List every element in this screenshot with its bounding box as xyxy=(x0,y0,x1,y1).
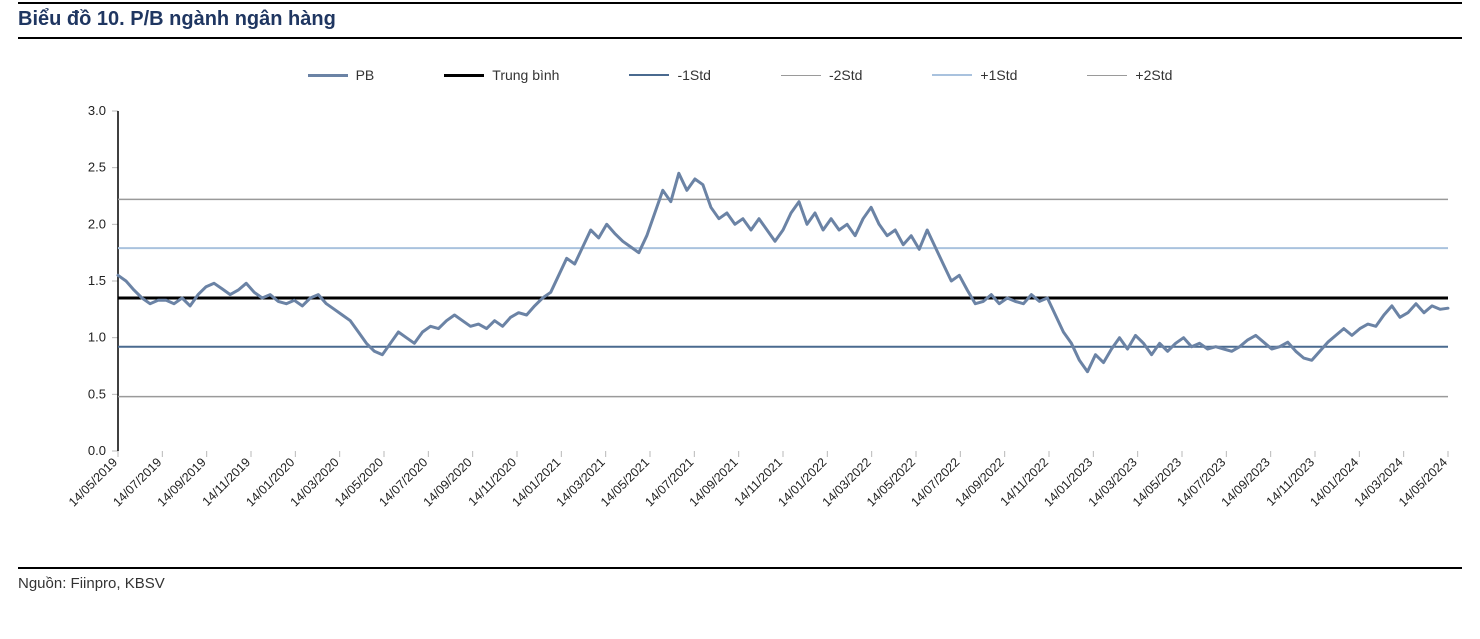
figure-container: Biểu đồ 10. P/B ngành ngân hàng PB Trung… xyxy=(0,2,1480,639)
svg-text:1.5: 1.5 xyxy=(88,273,106,288)
legend-item-p2: +2Std xyxy=(1087,67,1172,83)
chart-svg: 0.00.51.01.52.02.53.014/05/201914/07/201… xyxy=(18,101,1462,561)
legend-label-p1: +1Std xyxy=(980,67,1017,83)
legend-item-p1: +1Std xyxy=(932,67,1017,83)
legend-label-mean: Trung bình xyxy=(492,67,559,83)
legend-item-m1: -1Std xyxy=(629,67,710,83)
svg-text:0.5: 0.5 xyxy=(88,386,106,401)
legend-label-m1: -1Std xyxy=(677,67,710,83)
footer-bar: Nguồn: Fiinpro, KBSV xyxy=(18,567,1462,592)
svg-text:3.0: 3.0 xyxy=(88,103,106,118)
svg-text:2.5: 2.5 xyxy=(88,160,106,175)
chart-area: 0.00.51.01.52.02.53.014/05/201914/07/201… xyxy=(18,101,1462,561)
legend-item-pb: PB xyxy=(308,67,375,83)
legend-swatch-pb xyxy=(308,74,348,77)
source-label: Nguồn: Fiinpro, KBSV xyxy=(18,575,1462,592)
legend-label-m2: -2Std xyxy=(829,67,862,83)
svg-text:0.0: 0.0 xyxy=(88,443,106,458)
legend-label-pb: PB xyxy=(356,67,375,83)
svg-text:1.0: 1.0 xyxy=(88,330,106,345)
legend: PB Trung bình -1Std -2Std +1Std +2Std xyxy=(18,67,1462,83)
chart-title: Biểu đồ 10. P/B ngành ngân hàng xyxy=(18,8,1462,31)
legend-swatch-mean xyxy=(444,74,484,77)
title-bar: Biểu đồ 10. P/B ngành ngân hàng xyxy=(18,2,1462,39)
legend-item-mean: Trung bình xyxy=(444,67,559,83)
svg-text:2.0: 2.0 xyxy=(88,216,106,231)
legend-swatch-p2 xyxy=(1087,75,1127,76)
legend-swatch-m1 xyxy=(629,74,669,76)
legend-item-m2: -2Std xyxy=(781,67,862,83)
legend-swatch-m2 xyxy=(781,75,821,76)
legend-swatch-p1 xyxy=(932,74,972,76)
svg-text:14/05/2024: 14/05/2024 xyxy=(1396,455,1450,509)
legend-label-p2: +2Std xyxy=(1135,67,1172,83)
